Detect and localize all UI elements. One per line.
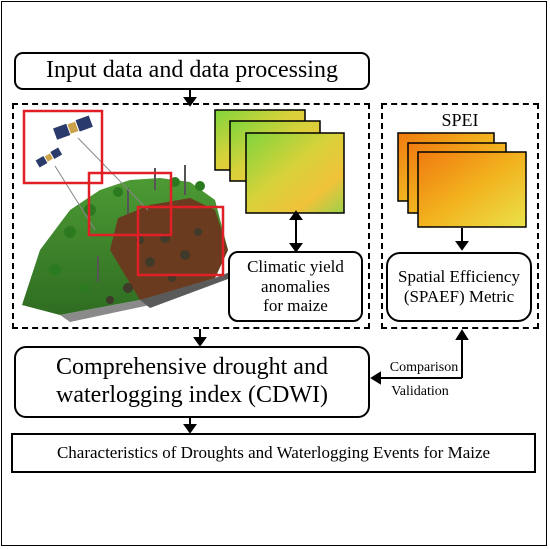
spaef-line2: (SPAEF) Metric bbox=[403, 287, 515, 306]
spaef-metric-box: Spatial Efficiency (SPAEF) Metric bbox=[386, 252, 532, 322]
input-data-label: Input data and data processing bbox=[46, 57, 338, 84]
climatic-yield-line1: Climatic yield bbox=[247, 257, 344, 277]
spei-region bbox=[381, 103, 539, 329]
climatic-yield-line2: anomalies bbox=[261, 276, 330, 296]
climatic-yield-line3: for maize bbox=[263, 296, 328, 316]
input-data-box: Input data and data processing bbox=[14, 52, 370, 90]
spei-maps bbox=[397, 132, 527, 228]
yield-anomaly-maps bbox=[214, 109, 345, 214]
climatic-yield-box: Climatic yield anomalies for maize bbox=[228, 251, 363, 322]
cdwi-box: Comprehensive drought and waterlogging i… bbox=[14, 346, 370, 418]
weather-station-icon bbox=[97, 165, 186, 282]
spaef-line1: Spatial Efficiency bbox=[398, 267, 520, 287]
highlight-frames bbox=[22, 109, 225, 277]
hillslope-landscape bbox=[22, 165, 236, 322]
cdwi-line2: waterlogging index (CDWI) bbox=[56, 382, 328, 408]
cdwi-line1: Comprehensive drought and bbox=[56, 354, 328, 381]
spei-label: SPEI bbox=[441, 110, 479, 130]
characteristics-box: Characteristics of Droughts and Waterlog… bbox=[11, 433, 536, 473]
flow-arrows bbox=[183, 90, 469, 434]
characteristics-label: Characteristics of Droughts and Waterlog… bbox=[56, 443, 491, 463]
comparison-label: Comparison bbox=[389, 360, 459, 375]
tree-icon bbox=[49, 177, 205, 293]
validation-label: Validation bbox=[391, 384, 449, 399]
